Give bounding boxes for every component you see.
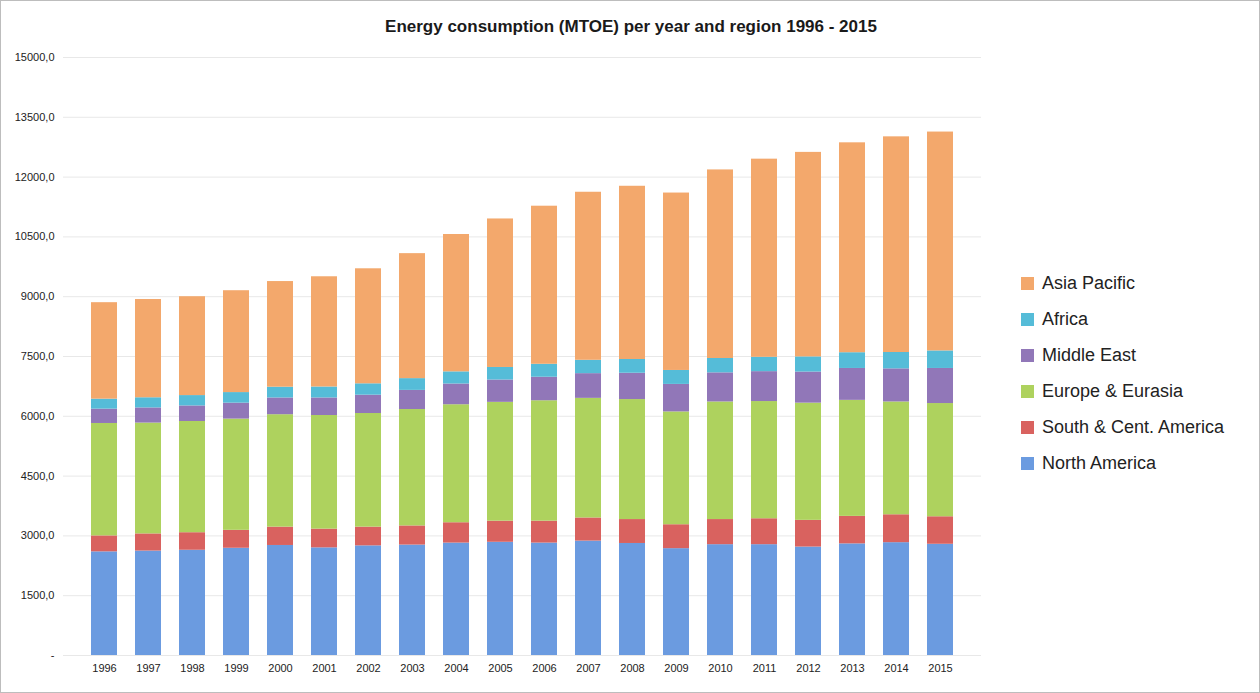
svg-text:9000,0: 9000,0 (21, 290, 55, 302)
svg-text:1996: 1996 (92, 662, 116, 674)
html-text:Middle East: Middle East (1042, 344, 1136, 365)
svg-text:2015: 2015 (928, 662, 952, 674)
svg-text:1997: 1997 (136, 662, 160, 674)
html-text:Energy consumption (MTOE) per: Energy consumption (MTOE) per year and r… (385, 17, 877, 36)
svg-text:2003: 2003 (400, 662, 424, 674)
svg-text:1998: 1998 (180, 662, 204, 674)
html-text:Europe & Eurasia: Europe & Eurasia (1042, 380, 1184, 401)
svg-text:13500,0: 13500,0 (15, 111, 55, 123)
svg-text:2002: 2002 (356, 662, 380, 674)
svg-text:2010: 2010 (708, 662, 732, 674)
svg-text:2012: 2012 (796, 662, 820, 674)
svg-text:2005: 2005 (488, 662, 512, 674)
svg-text:4500,0: 4500,0 (21, 470, 55, 482)
svg-text:2009: 2009 (664, 662, 688, 674)
svg-text:2004: 2004 (444, 662, 468, 674)
svg-text:1500,0: 1500,0 (21, 589, 55, 601)
svg-text:-: - (51, 649, 55, 661)
html-text:South & Cent. America: South & Cent. America (1042, 416, 1225, 437)
svg-text:6000,0: 6000,0 (21, 410, 55, 422)
svg-text:2007: 2007 (576, 662, 600, 674)
svg-text:2014: 2014 (884, 662, 908, 674)
svg-text:2006: 2006 (532, 662, 556, 674)
svg-text:1999: 1999 (224, 662, 248, 674)
svg-text:15000,0: 15000,0 (15, 51, 55, 63)
svg-text:7500,0: 7500,0 (21, 350, 55, 362)
svg-text:2001: 2001 (312, 662, 336, 674)
svg-text:2000: 2000 (268, 662, 292, 674)
html-text:North America: North America (1042, 452, 1156, 473)
svg-text:12000,0: 12000,0 (15, 171, 55, 183)
svg-text:2013: 2013 (840, 662, 864, 674)
html-text:Africa: Africa (1042, 308, 1088, 329)
svg-text:2011: 2011 (753, 662, 777, 674)
svg-text:10500,0: 10500,0 (15, 230, 55, 242)
html-text:Asia Pacific: Asia Pacific (1042, 272, 1135, 293)
svg-text:2008: 2008 (620, 662, 644, 674)
svg-text:3000,0: 3000,0 (21, 529, 55, 541)
